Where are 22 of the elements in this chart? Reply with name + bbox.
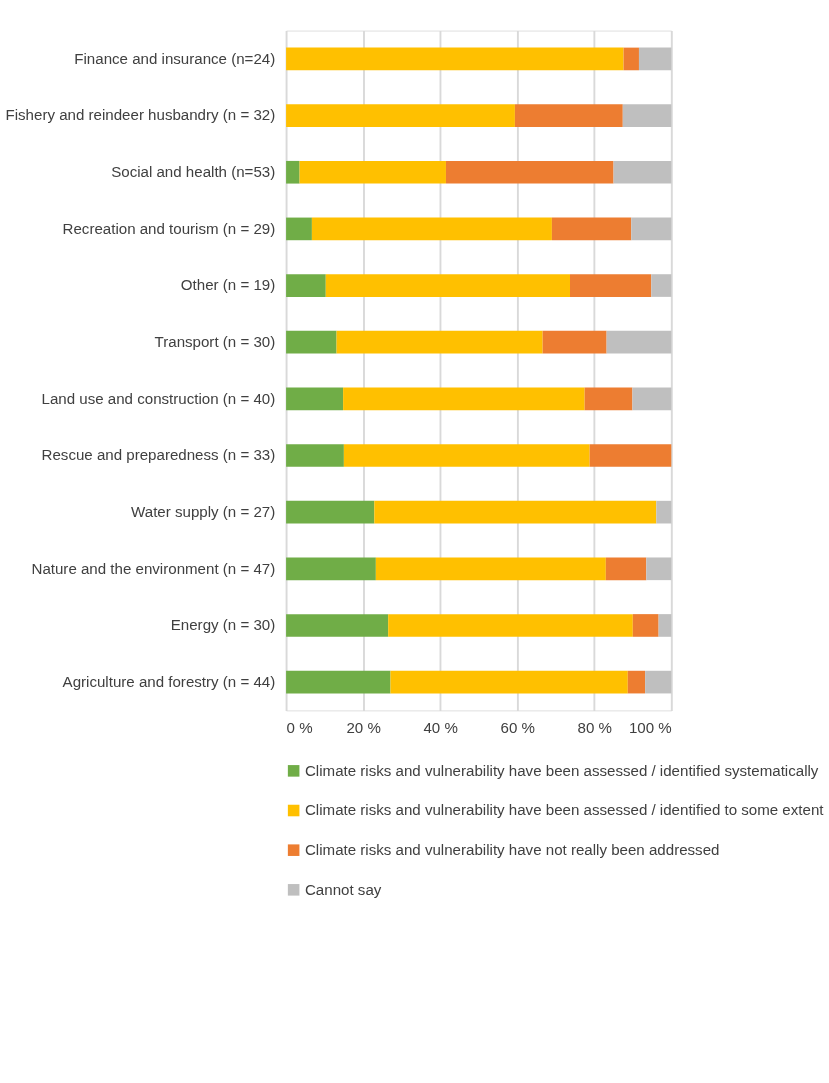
x-tick-label: 80 % xyxy=(577,718,612,736)
x-tick-label: 60 % xyxy=(500,718,535,736)
y-tick-label: Fishery and reindeer husbandry (n = 32) xyxy=(5,106,276,124)
x-tick-label: 0 % xyxy=(286,718,313,736)
y-tick-label: Recreation and tourism (n = 29) xyxy=(62,219,276,237)
y-tick-label: Agriculture and forestry (n = 44) xyxy=(62,672,276,690)
y-tick-label: Other (n = 19) xyxy=(180,276,276,294)
y-tick-label: Water supply (n = 27) xyxy=(131,502,276,520)
legend-label: Climate risks and vulnerability have not really been addressed xyxy=(304,840,720,858)
x-tick-label: 100 % xyxy=(628,718,672,736)
legend-label: Climate risks and vulnerability have been assessed / identified systematically xyxy=(304,761,819,779)
y-tick-label: Rescue and preparedness (n = 33) xyxy=(41,446,276,464)
legend-label: Cannot say xyxy=(304,880,382,898)
y-tick-label: Social and health (n=53) xyxy=(111,162,276,180)
x-tick-label: 40 % xyxy=(423,718,458,736)
y-tick-label: Land use and construction (n = 40) xyxy=(41,389,276,407)
y-tick-label: Nature and the environment (n = 47) xyxy=(31,559,276,577)
y-tick-label: Finance and insurance (n=24) xyxy=(74,49,276,67)
x-tick-label: 20 % xyxy=(346,718,381,736)
legend-label: Climate risks and vulnerability have been assessed / identified to some extent xyxy=(304,801,825,819)
y-tick-label: Energy (n = 30) xyxy=(170,616,276,634)
y-tick-label: Transport (n = 30) xyxy=(154,332,276,350)
